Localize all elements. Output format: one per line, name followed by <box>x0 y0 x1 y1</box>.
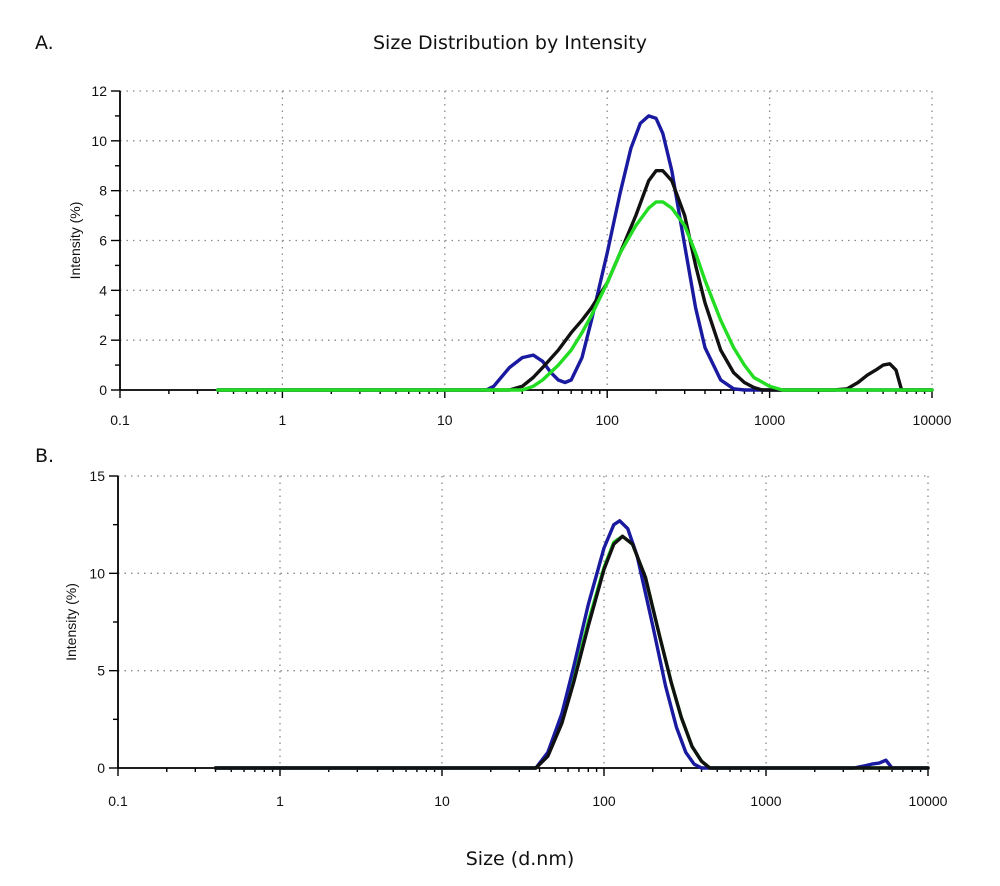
panel-label: A. <box>35 32 54 54</box>
x-tick-label: 1000 <box>750 793 781 809</box>
y-tick-label: 15 <box>89 468 105 484</box>
panel-b-chart: B. 0 5 10 15 0.1 1 10 100 1000 10000 Intensity (%) <box>35 445 948 809</box>
y-tick-label: 10 <box>91 133 107 149</box>
series-line <box>213 534 930 770</box>
figure-title: Size Distribution by Intensity <box>373 32 647 54</box>
panel-a-chart: A. 0 2 4 6 8 10 12 0.1 1 10 100 1000 10000 Intensity (… <box>35 32 952 428</box>
x-tick-label: 0.1 <box>110 412 130 428</box>
series-line <box>216 114 934 392</box>
x-tick-label: 10 <box>434 793 450 809</box>
y-tick-label: 0 <box>99 382 107 398</box>
y-axis-label: Intensity (%) <box>67 202 83 280</box>
y-tick-label: 5 <box>97 663 105 679</box>
y-tick-label: 2 <box>99 332 107 348</box>
x-tick-label: 0.1 <box>108 793 128 809</box>
y-tick-label: 10 <box>89 565 105 581</box>
y-tick-label: 4 <box>99 282 107 298</box>
y-tick-label: 6 <box>99 233 107 249</box>
y-tick-label: 12 <box>91 83 107 99</box>
y-tick-label: 0 <box>97 760 105 776</box>
series-line <box>216 169 934 392</box>
series-line <box>213 534 930 770</box>
x-tick-label: 100 <box>592 793 616 809</box>
x-axis-title: Size (d.nm) <box>466 848 575 870</box>
x-tick-label: 10000 <box>913 412 952 428</box>
series-line <box>216 200 934 392</box>
x-tick-label: 1 <box>279 412 287 428</box>
x-tick-label: 100 <box>596 412 620 428</box>
panel-label: B. <box>35 445 54 467</box>
x-tick-label: 1 <box>276 793 284 809</box>
series-line <box>213 519 930 770</box>
y-tick-label: 8 <box>99 183 107 199</box>
x-tick-label: 1000 <box>754 412 785 428</box>
x-tick-label: 10 <box>437 412 453 428</box>
y-axis-label: Intensity (%) <box>63 583 79 661</box>
x-tick-label: 10000 <box>909 793 948 809</box>
